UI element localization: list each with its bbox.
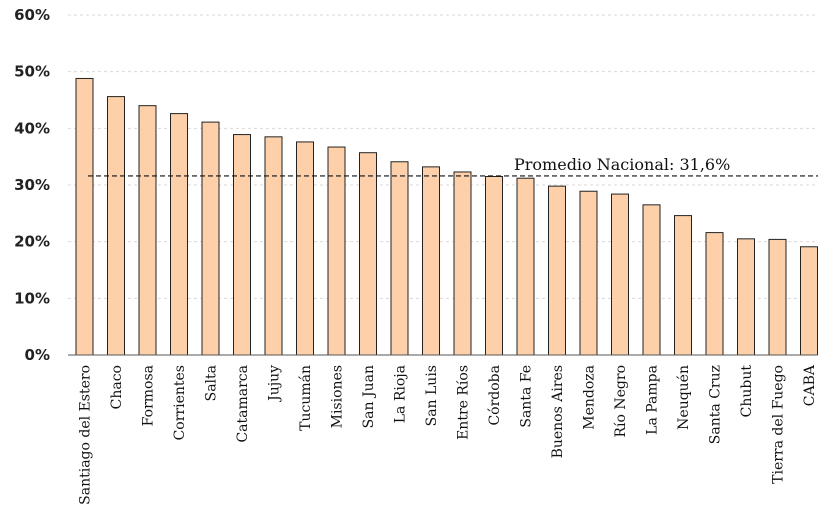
x-tick-label: Jujuy — [267, 365, 283, 403]
bar — [642, 204, 661, 356]
national-average-label: Promedio Nacional: 31,6% — [514, 155, 730, 174]
bar — [422, 166, 440, 356]
x-tick-label: Formosa — [141, 365, 157, 426]
bar — [800, 246, 818, 356]
y-tick-label: 20% — [14, 233, 50, 251]
y-axis-tick-labels: 0% 10% 20% 30% 40% 50% 60% — [14, 6, 50, 364]
x-tick-label: Mendoza — [582, 365, 598, 430]
bar — [611, 193, 629, 356]
y-tick-label: 30% — [14, 176, 50, 194]
bar — [138, 105, 157, 356]
x-tick-label: Tucumán — [298, 365, 314, 431]
x-tick-label: San Juan — [361, 365, 377, 428]
x-tick-label: Santiago del Estero — [78, 365, 94, 505]
bar — [737, 238, 755, 356]
bar — [359, 152, 377, 356]
bar — [485, 176, 503, 356]
x-tick-label: Chaco — [109, 365, 125, 409]
x-tick-label: Tierra del Fuego — [771, 365, 787, 484]
bar — [296, 141, 314, 356]
grid-lines — [68, 14, 816, 299]
x-tick-label: La Rioja — [393, 365, 409, 423]
x-tick-label: Corrientes — [172, 365, 188, 440]
x-tick-label: San Luis — [424, 365, 440, 426]
y-tick-label: 60% — [14, 6, 50, 24]
bar — [579, 190, 598, 356]
bar — [390, 161, 409, 356]
bar — [107, 96, 125, 356]
y-tick-label: 10% — [14, 289, 50, 307]
bar — [516, 177, 535, 356]
bar — [233, 134, 251, 356]
x-tick-label: Santa Fe — [519, 365, 535, 428]
x-tick-label: Buenos Aires — [550, 365, 566, 458]
bar — [170, 113, 188, 356]
y-tick-label: 40% — [14, 119, 50, 137]
bars — [75, 77, 818, 356]
x-tick-label: Neuquén — [676, 365, 692, 430]
y-tick-label: 50% — [14, 63, 50, 81]
bar — [453, 171, 472, 356]
x-tick-label: La Pampa — [645, 365, 661, 435]
x-tick-label: Salta — [204, 365, 220, 401]
bar — [264, 136, 283, 356]
x-axis-tick-labels: Santiago del Estero Chaco Formosa Corriente… — [78, 364, 819, 505]
x-tick-label: Santa Cruz — [708, 365, 724, 444]
bar — [674, 215, 692, 356]
y-tick-label: 0% — [25, 346, 50, 364]
bar — [705, 232, 724, 356]
x-tick-label: Catamarca — [235, 365, 251, 443]
bar — [75, 77, 94, 356]
bar — [327, 146, 346, 356]
bar — [201, 121, 220, 356]
x-tick-label: Misiones — [330, 365, 346, 428]
x-tick-label: Chubut — [739, 365, 755, 418]
x-tick-label: Córdoba — [487, 365, 503, 426]
bar — [548, 185, 566, 356]
bar — [768, 238, 787, 356]
x-tick-label: Río Negro — [613, 365, 629, 438]
x-tick-label: CABA — [802, 364, 818, 406]
x-tick-label: Entre Ríos — [456, 365, 472, 440]
